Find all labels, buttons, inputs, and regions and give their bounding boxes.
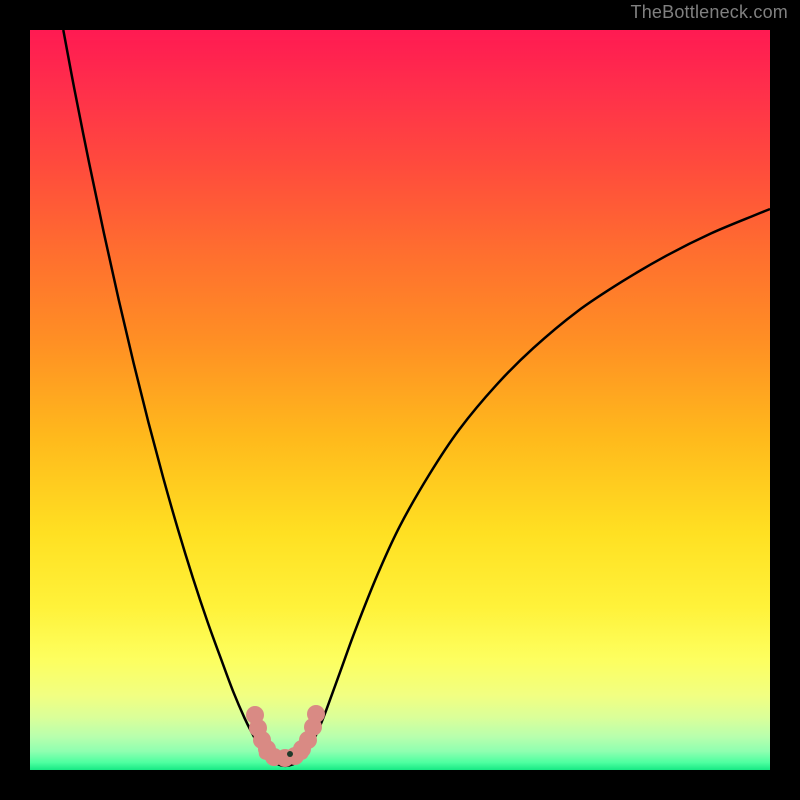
trough-marker — [307, 705, 325, 723]
frame-right — [770, 0, 800, 800]
plot-area — [30, 30, 770, 770]
bottleneck-curve — [30, 30, 770, 770]
trough-dark-dot — [287, 751, 293, 757]
curve-path — [63, 30, 770, 766]
frame-left — [0, 0, 30, 800]
watermark-text: TheBottleneck.com — [631, 2, 788, 23]
frame-bottom — [0, 770, 800, 800]
